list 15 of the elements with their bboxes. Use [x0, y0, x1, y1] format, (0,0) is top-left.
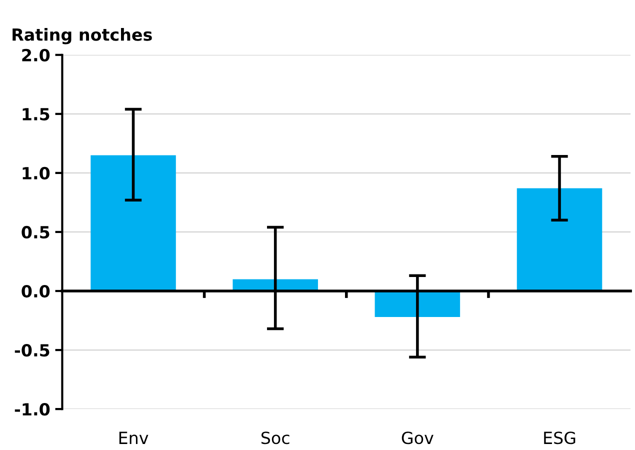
y-tick-label: 1.5 — [22, 108, 50, 120]
y-axis-title: Rating notches — [12, 28, 152, 44]
x-tick-label: Env — [119, 432, 148, 444]
y-tick-label: 0.0 — [22, 284, 50, 298]
bar — [90, 155, 176, 291]
y-tick-label: 2.0 — [22, 48, 50, 62]
y-tick-label: 0.5 — [22, 226, 50, 239]
y-tick-label: -1.0 — [14, 403, 50, 416]
y-tick-label: -0.5 — [14, 344, 50, 357]
bar — [516, 188, 602, 291]
x-tick-label: Soc — [261, 432, 290, 444]
x-tick-label: ESG — [544, 432, 576, 444]
bar — [374, 291, 460, 317]
y-tick-label: 1.0 — [22, 166, 50, 180]
x-tick-label: Gov — [402, 432, 434, 444]
